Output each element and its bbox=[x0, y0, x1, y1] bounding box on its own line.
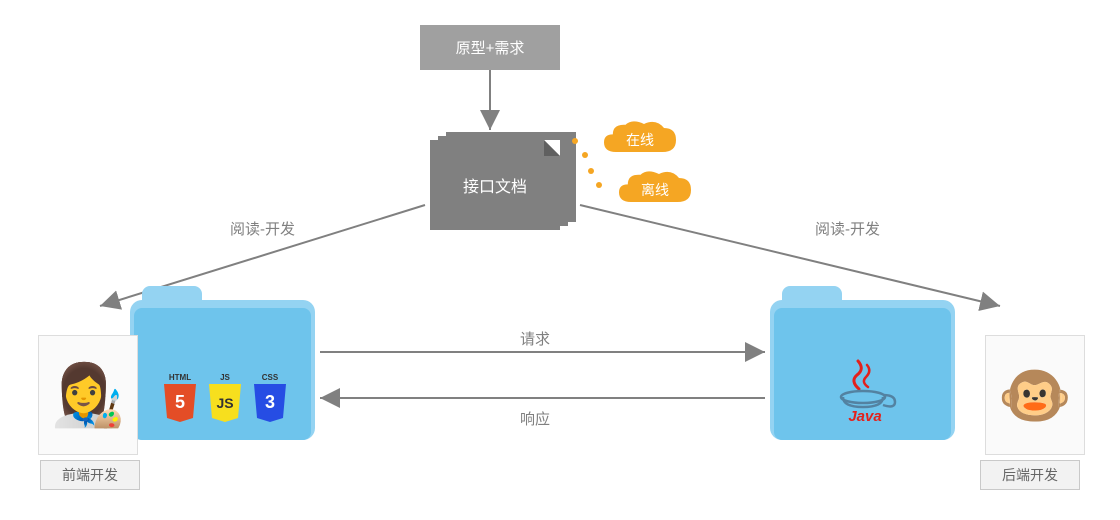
js-badge-icon: JS JS bbox=[205, 370, 245, 425]
cloud-online: 在线 bbox=[600, 120, 680, 160]
svg-text:3: 3 bbox=[265, 392, 275, 412]
api-doc-front: 接口文档 bbox=[430, 140, 560, 230]
top-box-label: 原型+需求 bbox=[456, 37, 525, 58]
backend-avatar-emoji: 🐵 bbox=[998, 360, 1073, 431]
backend-label-box: 后端开发 bbox=[980, 460, 1080, 490]
frontend-avatar-icon: 👩‍🎨 bbox=[38, 335, 138, 455]
frontend-folder: HTML 5 JS JS CSS 3 bbox=[130, 300, 315, 440]
api-doc-stack: 接口文档 bbox=[430, 140, 590, 250]
edge-label-right: 阅读-开发 bbox=[815, 218, 880, 239]
backend-label-text: 后端开发 bbox=[1002, 465, 1058, 485]
svg-text:CSS: CSS bbox=[262, 373, 279, 382]
connector-dot bbox=[596, 182, 602, 188]
connector-dot bbox=[582, 152, 588, 158]
java-badge-icon: Java bbox=[825, 355, 905, 425]
edge-label-request: 请求 bbox=[520, 328, 550, 349]
backend-folder: Java bbox=[770, 300, 955, 440]
css3-badge-icon: CSS 3 bbox=[250, 370, 290, 425]
edge-label-left: 阅读-开发 bbox=[230, 218, 295, 239]
edge-label-response: 响应 bbox=[520, 408, 550, 429]
edges-layer bbox=[0, 0, 1120, 520]
frontend-avatar-emoji: 👩‍🎨 bbox=[51, 360, 126, 431]
svg-text:5: 5 bbox=[175, 392, 185, 412]
frontend-label-text: 前端开发 bbox=[62, 465, 118, 485]
frontend-label-box: 前端开发 bbox=[40, 460, 140, 490]
html5-badge-icon: HTML 5 bbox=[160, 370, 200, 425]
java-text: Java bbox=[848, 408, 881, 425]
backend-avatar-icon: 🐵 bbox=[985, 335, 1085, 455]
svg-text:JS: JS bbox=[220, 373, 230, 382]
html5-text: HTML bbox=[169, 373, 191, 382]
cloud-offline-label: 离线 bbox=[641, 180, 669, 200]
top-requirements-box: 原型+需求 bbox=[420, 25, 560, 70]
diagram-canvas: 原型+需求 接口文档 在线 离线 阅读-开发 阅读-开发 请求 响应 HTML bbox=[0, 0, 1120, 520]
cloud-online-label: 在线 bbox=[626, 130, 654, 150]
connector-dot bbox=[572, 138, 578, 144]
svg-text:JS: JS bbox=[216, 395, 233, 411]
cloud-offline: 离线 bbox=[615, 170, 695, 210]
api-doc-label: 接口文档 bbox=[463, 173, 527, 197]
connector-dot bbox=[588, 168, 594, 174]
